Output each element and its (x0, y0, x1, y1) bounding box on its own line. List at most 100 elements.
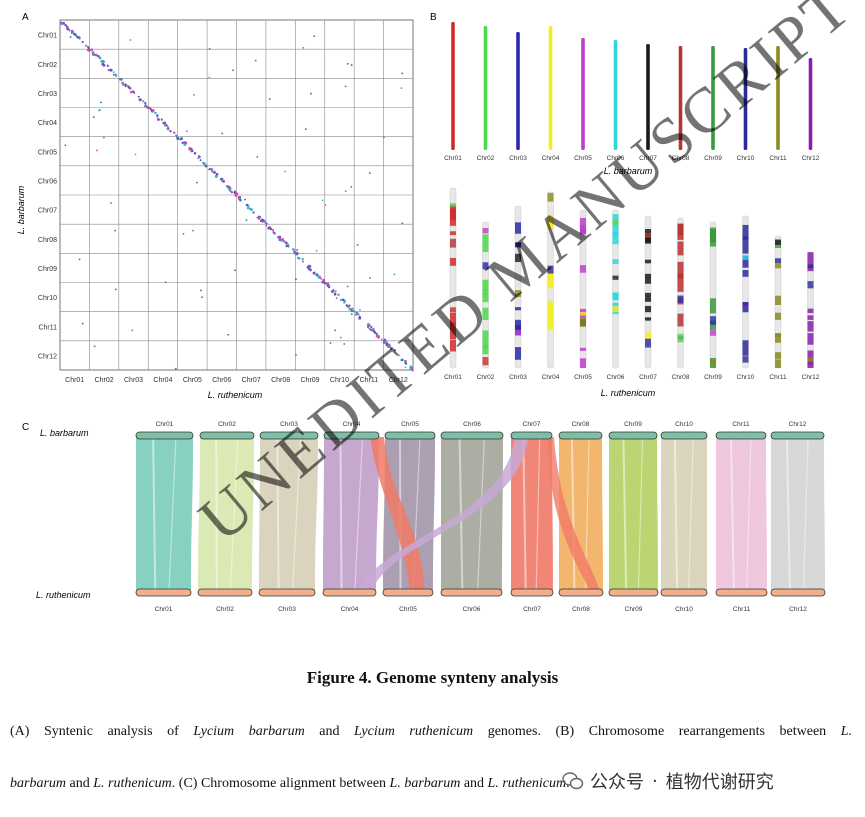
chromosome-bar-top (199, 431, 255, 440)
synteny-dot (66, 27, 70, 31)
ribbon-streak (292, 436, 302, 592)
scatter-dot (185, 130, 188, 133)
scatter-dot (350, 313, 353, 316)
chromosome-segment (482, 228, 489, 234)
chromosome-label-bottom: Chr03 (278, 606, 296, 613)
chromosome-segment (515, 222, 521, 234)
synteny-dot (142, 100, 145, 103)
synteny-ribbon (198, 437, 254, 591)
synteny-dot (265, 224, 268, 227)
chromosome-segment (710, 329, 716, 336)
synteny-dot (301, 258, 304, 261)
row-tick-label: Chr03 (38, 91, 57, 98)
scatter-dot (174, 367, 177, 370)
chromosome-bar-bottom (770, 588, 826, 597)
panel-a-label: A (22, 12, 29, 23)
chromosome-segment (710, 316, 716, 325)
crossing-ribbon (358, 437, 528, 591)
chromosome-segment (775, 333, 781, 337)
chromosome-segment (580, 317, 586, 327)
synteny-dot (233, 190, 237, 193)
synteny-dot (226, 185, 229, 188)
chromosome-label: Chr01 (444, 155, 462, 162)
col-tick-label: Chr08 (271, 377, 290, 384)
chromosome-label-top: Chr03 (280, 421, 298, 428)
chromosome-segment (612, 220, 619, 237)
synteny-dot (283, 240, 286, 243)
chromosome-segment (580, 347, 586, 351)
scatter-dot (284, 170, 287, 173)
chromosome-bar (613, 40, 618, 150)
chromosome-segment (742, 304, 749, 308)
synteny-dot (97, 54, 100, 58)
chromosome-segment (612, 232, 619, 245)
synteny-dot (222, 180, 225, 183)
chromosome-label-bottom: Chr09 (625, 606, 643, 613)
chromosome-segment (677, 224, 684, 236)
synteny-dot (61, 22, 64, 26)
scatter-dot (196, 181, 198, 184)
chromosome-segment (515, 347, 521, 360)
scatter-dot (368, 172, 371, 174)
caption-species: L. ruthenicum (487, 776, 567, 791)
synteny-dot (112, 73, 115, 76)
synteny-dot (138, 98, 142, 102)
synteny-ribbon (323, 437, 379, 591)
scatter-dot (344, 190, 347, 193)
chromosome-segment (482, 344, 489, 355)
ribbon-streak (746, 436, 752, 592)
synteny-dot (230, 191, 233, 194)
chromosome-bar-top (384, 431, 436, 440)
scatter-dot (383, 136, 385, 139)
chromosome-bar-bottom (608, 588, 659, 597)
karyotype-top: Chr01 Chr02 Chr03 Chr04 Chr05 Chr06 Chr07 Chr08… (444, 22, 820, 162)
chromosome-segment (515, 242, 521, 248)
synteny-dot (397, 354, 400, 357)
chromosome-label-bottom: Chr12 (789, 606, 807, 613)
synteny-dot (341, 298, 345, 302)
synteny-dot (191, 149, 194, 153)
synteny-dot (94, 53, 98, 57)
scatter-dot (350, 64, 353, 66)
chromosome-segment (612, 275, 619, 280)
chromosome-segment (807, 350, 814, 365)
chromosome-label: Chr04 (542, 155, 560, 162)
synteny-dot (345, 304, 348, 307)
chromosome-segment (515, 329, 521, 335)
chromosome-segment (612, 219, 619, 225)
chromosome-segment (677, 241, 684, 256)
synteny-dot (164, 124, 166, 127)
chromosome-segment (580, 265, 586, 273)
wechat-dot: · (652, 770, 658, 792)
chromosome-segment (742, 236, 749, 254)
synteny-dot (239, 198, 242, 202)
chromosome-label-bottom: Chr05 (399, 606, 417, 613)
synteny-dot (64, 23, 67, 27)
synteny-dot (78, 36, 81, 39)
chromosome-segment (775, 359, 781, 368)
scatter-dot (339, 336, 342, 339)
synteny-dot (229, 189, 232, 192)
chromosome-segment (547, 215, 554, 230)
scatter-dot (315, 249, 318, 252)
chromosome-segment (482, 234, 489, 253)
chromosome-label-top: Chr05 (401, 421, 419, 428)
synteny-dot (176, 137, 180, 140)
scatter-dot (200, 289, 202, 292)
synteny-ribbon (771, 437, 825, 591)
ribbon-streak (535, 436, 541, 592)
chromosome-segment (580, 358, 586, 368)
synteny-dot (137, 95, 140, 98)
synteny-dot (157, 118, 160, 121)
synteny-dot (109, 69, 112, 72)
caption-line-2: barbarum and L. ruthenicum. (C) Chromoso… (10, 776, 852, 792)
scatter-dot (103, 136, 105, 139)
scatter-dot (164, 281, 167, 284)
synteny-dot (252, 211, 255, 214)
chromosome-segment (645, 317, 651, 321)
chromosome-bar (743, 48, 748, 150)
wechat-source: 公众号 · 植物代谢研究 (562, 768, 774, 794)
caption-species: Lycium barbarum (193, 724, 305, 739)
ribbon-streak (215, 436, 218, 592)
chromosome-segment (807, 281, 814, 289)
